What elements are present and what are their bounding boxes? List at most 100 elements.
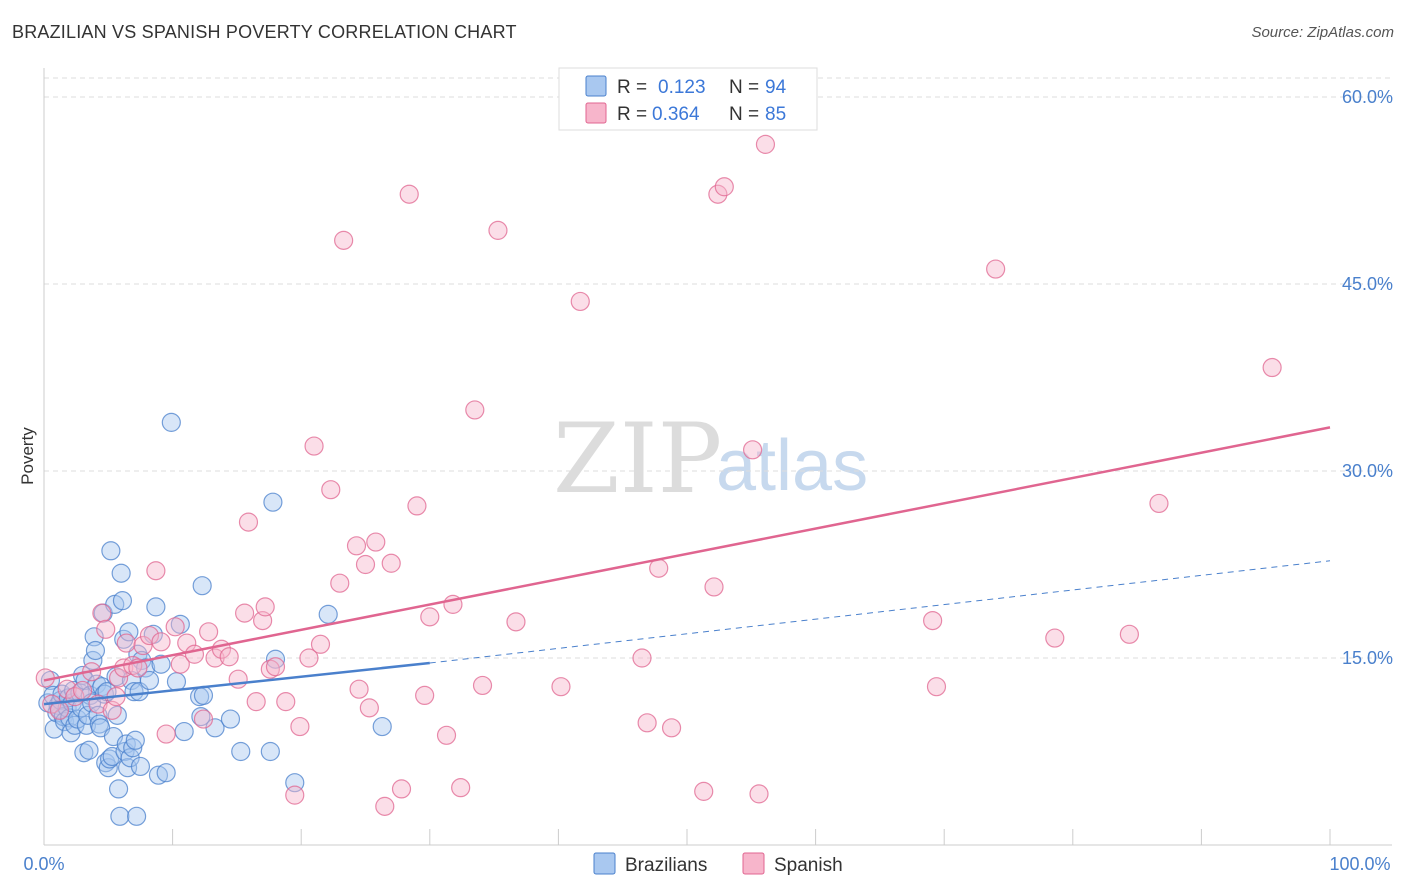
y-axis-title: Poverty <box>18 427 37 485</box>
spanish-point <box>923 610 943 631</box>
y-tick-label: 60.0% <box>1342 87 1393 107</box>
brazilians-point <box>151 654 171 674</box>
spanish-point <box>926 677 947 697</box>
x-tick-label-max: 100.0% <box>1329 854 1390 874</box>
spanish-point <box>290 716 310 737</box>
spanish-point <box>551 677 571 697</box>
brazilians-point <box>220 709 241 729</box>
chart-source: Source: ZipAtlas.com <box>1251 24 1394 41</box>
spanish-point <box>451 778 471 798</box>
x-tick-label-min: 0.0% <box>23 854 64 874</box>
spanish-point <box>299 648 319 668</box>
y-axis-tick-labels: 15.0% 30.0% 45.0% 60.0% <box>1342 87 1393 668</box>
spanish-point <box>321 480 341 500</box>
legend-row2-n-label: N = <box>729 104 759 125</box>
watermark-zip: ZIP <box>553 403 722 515</box>
legend-row1-r-value: 0.123 <box>658 77 706 98</box>
brazilians-point <box>193 685 214 706</box>
spanish-point <box>355 554 376 575</box>
brazilians-point <box>263 492 283 512</box>
spanish-point <box>260 659 280 679</box>
y-tick-label: 30.0% <box>1342 461 1393 481</box>
spanish-point <box>1262 357 1282 378</box>
spanish-point <box>255 597 275 617</box>
spanish-point <box>375 796 395 816</box>
brazilians-point <box>101 541 121 561</box>
brazilians-point <box>125 730 145 750</box>
legend-bottom-brazilians-swatch <box>593 852 616 875</box>
spanish-point <box>265 657 286 677</box>
spanish-point <box>506 612 526 632</box>
watermark: ZIP atlas <box>553 403 868 515</box>
legend-bottom-spanish-swatch <box>742 852 765 875</box>
spanish-point <box>465 400 485 420</box>
spanish-point <box>986 259 1006 279</box>
brazilians-point <box>170 614 190 634</box>
spanish-point <box>304 436 324 456</box>
brazilians-point <box>174 721 194 742</box>
brazilians-point <box>99 749 120 769</box>
spanish-point <box>661 718 682 738</box>
legend-row1-n-value: 94 <box>765 77 787 98</box>
brazilians-point <box>191 706 211 727</box>
spanish-point <box>472 675 493 696</box>
spanish-point <box>246 692 266 712</box>
spanish-point <box>359 698 379 718</box>
spanish-point <box>632 648 652 668</box>
legend-bottom-brazilians-label: Brazilians <box>625 855 707 876</box>
grid <box>44 77 1392 659</box>
brazilians-point <box>265 649 286 669</box>
brazilians-point <box>192 576 212 596</box>
spanish-point <box>228 669 248 689</box>
spanish-point <box>133 635 153 656</box>
brazilians-point <box>130 756 151 777</box>
brazilians-point <box>79 740 99 760</box>
spanish-point <box>165 617 185 637</box>
spanish-point <box>488 220 508 240</box>
spanish-point <box>749 784 769 804</box>
spanish-point <box>170 654 190 674</box>
brazilians-trend-dashed <box>429 560 1331 664</box>
spanish-point <box>708 184 728 204</box>
spanish-point <box>436 725 457 745</box>
spanish-point <box>381 553 401 573</box>
spanish-trend-line <box>43 426 1331 682</box>
brazilians-point <box>123 738 143 758</box>
spanish-point <box>714 177 734 197</box>
legend-brazilians-swatch <box>585 75 607 97</box>
legend-row1-n-label: N = <box>729 77 759 98</box>
watermark-atlas: atlas <box>716 426 868 506</box>
spanish-point <box>276 692 296 712</box>
brazilians-point <box>260 741 280 762</box>
spanish-point <box>755 134 776 154</box>
brazilians-point <box>156 763 176 783</box>
spanish-point <box>420 607 440 627</box>
brazilians-point <box>139 670 160 691</box>
legend-bottom: Brazilians Spanish <box>593 852 843 876</box>
spanish-point <box>151 632 171 652</box>
spanish-point <box>235 603 255 623</box>
spanish-point <box>139 625 160 646</box>
brazilians-point <box>126 806 147 826</box>
legend-row2-r-value: 0.364 <box>652 104 700 125</box>
spanish-point <box>330 573 350 593</box>
brazilians-point <box>111 563 131 583</box>
brazilians-point <box>74 743 94 763</box>
brazilians-point <box>84 627 104 647</box>
spanish-point <box>219 647 239 667</box>
legend-row2-n-value: 85 <box>765 104 786 125</box>
spanish-point <box>310 634 331 654</box>
brazilians-point <box>148 765 169 785</box>
spanish-point <box>637 713 657 733</box>
brazilians-point <box>110 806 130 826</box>
spanish-point <box>199 622 219 642</box>
spanish-point <box>156 724 176 744</box>
spanish-point <box>334 230 354 250</box>
spanish-point <box>57 679 77 699</box>
brazilians-point <box>87 674 107 694</box>
spanish-point <box>96 619 116 639</box>
spanish-point <box>742 440 763 460</box>
spanish-point <box>346 536 367 556</box>
spanish-point <box>399 184 419 204</box>
